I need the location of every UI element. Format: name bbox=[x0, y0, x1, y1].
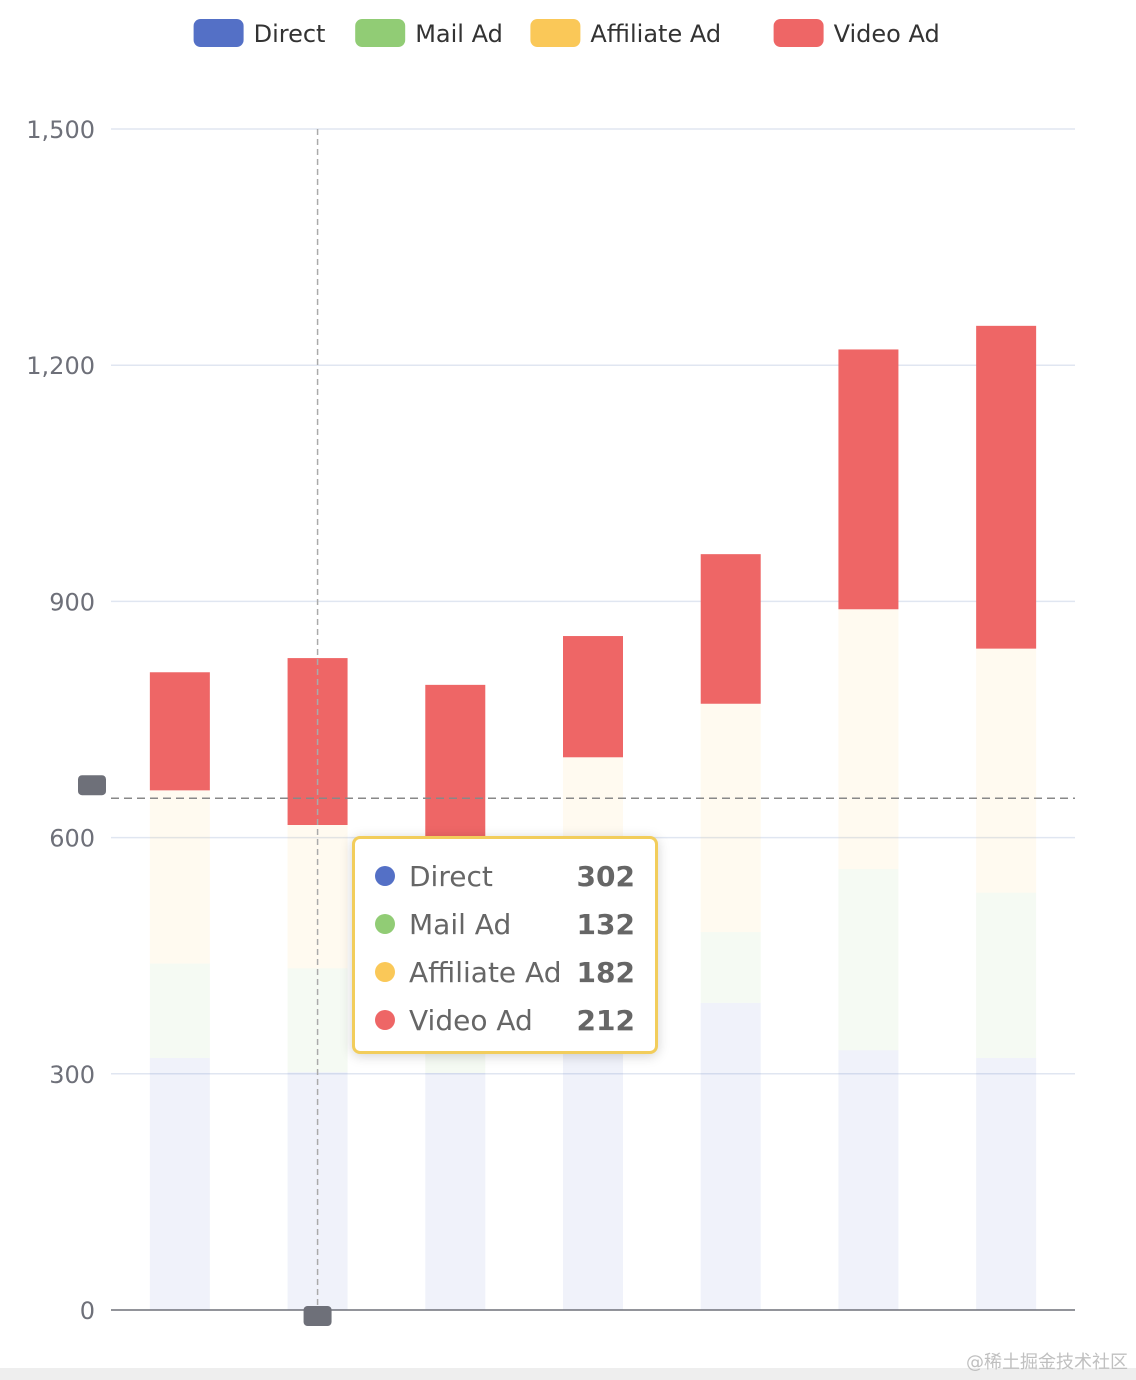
legend-icon-mail-ad[interactable] bbox=[355, 19, 406, 47]
tooltip-name: Direct bbox=[409, 860, 493, 893]
tooltip-row-direct: Direct 302 bbox=[375, 856, 635, 896]
tooltip-name: Video Ad bbox=[409, 1004, 533, 1037]
x-axis-pointer-handle[interactable] bbox=[303, 1306, 332, 1326]
tooltip-value: 302 bbox=[576, 860, 635, 893]
y-tick-label: 600 bbox=[49, 825, 95, 853]
tooltip-value: 182 bbox=[576, 956, 635, 989]
legend-label[interactable]: Direct bbox=[254, 20, 326, 48]
tooltip: Direct 302 Mail Ad 132 Affiliate Ad 182 … bbox=[352, 836, 658, 1054]
bar-affiliate-ad[interactable] bbox=[976, 648, 1037, 893]
bottom-strip bbox=[0, 1368, 1136, 1380]
bar-video-ad[interactable] bbox=[149, 672, 210, 791]
legend-label[interactable]: Mail Ad bbox=[415, 20, 503, 48]
bar-affiliate-ad[interactable] bbox=[149, 790, 210, 964]
bar-video-ad[interactable] bbox=[425, 684, 486, 844]
bar-affiliate-ad[interactable] bbox=[838, 609, 899, 870]
tooltip-row-video-ad: Video Ad 212 bbox=[375, 1000, 635, 1040]
bar-affiliate-ad[interactable] bbox=[287, 825, 348, 969]
watermark: @稀土掘金技术社区 bbox=[966, 1352, 1128, 1373]
tooltip-value: 212 bbox=[576, 1004, 635, 1037]
bar-video-ad[interactable] bbox=[976, 325, 1037, 649]
direct-dot-icon bbox=[375, 866, 395, 886]
tooltip-value: 132 bbox=[576, 908, 635, 941]
bar-video-ad[interactable] bbox=[838, 349, 899, 610]
legend-label[interactable]: Affiliate Ad bbox=[590, 20, 721, 48]
bar-mail-ad[interactable] bbox=[976, 892, 1037, 1059]
tooltip-name: Affiliate Ad bbox=[409, 956, 562, 989]
bar-direct[interactable] bbox=[563, 1047, 623, 1310]
legend-icon-affiliate-ad[interactable] bbox=[530, 19, 581, 47]
legend-icon-direct[interactable] bbox=[193, 19, 244, 47]
y-tick-label: 300 bbox=[49, 1061, 95, 1089]
video-ad-dot-icon bbox=[375, 1010, 395, 1030]
tooltip-row-mail-ad: Mail Ad 132 bbox=[375, 904, 635, 944]
tooltip-name: Mail Ad bbox=[409, 908, 512, 941]
bar-mail-ad[interactable] bbox=[838, 869, 899, 1051]
y-tick-label: 1,500 bbox=[26, 116, 95, 144]
bar-direct[interactable] bbox=[425, 1073, 486, 1310]
bar-mail-ad[interactable] bbox=[700, 932, 761, 1003]
bar-direct[interactable] bbox=[976, 1058, 1037, 1310]
bar-affiliate-ad[interactable] bbox=[700, 703, 761, 933]
legend-icon-video-ad[interactable] bbox=[773, 19, 824, 47]
y-tick-label: 0 bbox=[80, 1297, 95, 1325]
bar-direct[interactable] bbox=[700, 1002, 761, 1310]
tooltip-row-affiliate-ad: Affiliate Ad 182 bbox=[375, 952, 635, 992]
y-axis-pointer-handle[interactable] bbox=[78, 775, 106, 796]
bar-direct[interactable] bbox=[149, 1058, 210, 1310]
y-tick-label: 1,200 bbox=[26, 352, 95, 380]
bar-video-ad[interactable] bbox=[700, 554, 761, 704]
bar-mail-ad[interactable] bbox=[149, 963, 210, 1059]
bar-direct[interactable] bbox=[838, 1050, 899, 1310]
legend-label[interactable]: Video Ad bbox=[834, 20, 940, 48]
bar-video-ad[interactable] bbox=[563, 636, 623, 758]
affiliate-ad-dot-icon bbox=[375, 962, 395, 982]
mail-ad-dot-icon bbox=[375, 914, 395, 934]
y-tick-label: 900 bbox=[49, 588, 95, 616]
